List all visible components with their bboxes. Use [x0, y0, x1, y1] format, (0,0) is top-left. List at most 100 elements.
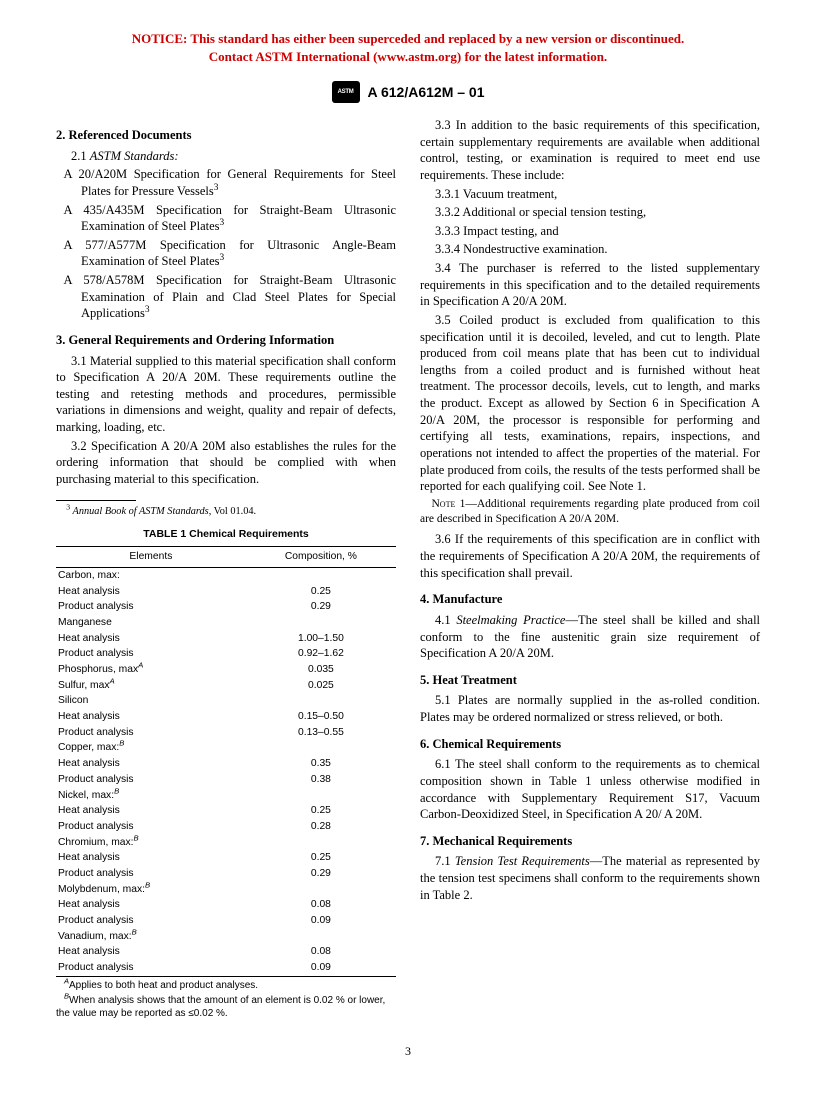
clause-title: ASTM Standards: — [90, 149, 179, 163]
table-row: Carbon, max: — [56, 567, 396, 583]
section-7-heading: 7. Mechanical Requirements — [420, 833, 760, 850]
table-row: Heat analysis0.25 — [56, 803, 396, 819]
table-cell-element: Sulfur, maxA — [56, 678, 246, 694]
table-cell-element: Copper, max:B — [56, 740, 246, 756]
section-5-heading: 5. Heat Treatment — [420, 672, 760, 689]
table-1-block: TABLE 1 Chemical Requirements Elements C… — [56, 528, 396, 1020]
document-header: A 612/A612M – 01 — [56, 81, 760, 103]
ref-text: A 577/A577M Specification for Ultrasonic… — [64, 238, 397, 269]
table-cell-element: Heat analysis — [56, 631, 246, 647]
footnote-ref: 3 — [145, 305, 150, 315]
ref-item: A 20/A20M Specification for General Requ… — [64, 166, 397, 199]
para-4-1: 4.1 Steelmaking Practice—The steel shall… — [420, 612, 760, 662]
note-label: Note — [432, 498, 460, 510]
ref-text: A 20/A20M Specification for General Requ… — [64, 167, 397, 198]
section-2-heading: 2. Referenced Documents — [56, 127, 396, 144]
table-cell-element: Carbon, max: — [56, 567, 246, 583]
table-cell-element: Vanadium, max:B — [56, 929, 246, 945]
section-6-heading: 6. Chemical Requirements — [420, 736, 760, 753]
table-cell-element: Heat analysis — [56, 803, 246, 819]
table-sup: B — [114, 786, 119, 795]
note-text: When analysis shows that the amount of a… — [56, 995, 385, 1019]
table-cell-value — [246, 567, 396, 583]
clause-title: Steelmaking Practice — [456, 613, 565, 627]
table-cell-value: 0.025 — [246, 678, 396, 694]
table-cell-value — [246, 788, 396, 804]
footnote-3: 3 Annual Book of ASTM Standards, Vol 01.… — [56, 505, 396, 519]
table-row: Heat analysis0.35 — [56, 756, 396, 772]
table-cell-value: 0.09 — [246, 913, 396, 929]
table-row: Product analysis0.13–0.55 — [56, 725, 396, 741]
note-text: Applies to both heat and product analyse… — [69, 980, 258, 991]
table-cell-element: Heat analysis — [56, 897, 246, 913]
table-1-title: TABLE 1 Chemical Requirements — [56, 528, 396, 542]
para-3-3-2: 3.3.2 Additional or special tension test… — [420, 204, 760, 221]
table-cell-value — [246, 835, 396, 851]
para-3-3-4: 3.3.4 Nondestructive examination. — [420, 241, 760, 258]
para-3-4: 3.4 The purchaser is referred to the lis… — [420, 260, 760, 310]
table-cell-element: Product analysis — [56, 866, 246, 882]
table-row: Product analysis0.28 — [56, 819, 396, 835]
para-6-1: 6.1 The steel shall conform to the requi… — [420, 756, 760, 823]
para-3-3-1: 3.3.1 Vacuum treatment, — [420, 186, 760, 203]
para-7-1: 7.1 Tension Test Requirements—The materi… — [420, 853, 760, 903]
table-cell-value: 0.92–1.62 — [246, 646, 396, 662]
table-cell-value: 0.38 — [246, 772, 396, 788]
table-cell-value: 0.29 — [246, 599, 396, 615]
notice-line1: NOTICE: This standard has either been su… — [132, 31, 684, 46]
footnote-ref: 3 — [220, 253, 225, 263]
clause-num: 4.1 — [435, 613, 456, 627]
table-row: Nickel, max:B — [56, 788, 396, 804]
table-cell-value: 0.08 — [246, 944, 396, 960]
table-row: Heat analysis0.25 — [56, 584, 396, 600]
table-cell-value: 0.25 — [246, 850, 396, 866]
table-row: Heat analysis1.00–1.50 — [56, 631, 396, 647]
para-3-3: 3.3 In addition to the basic requirement… — [420, 117, 760, 184]
table-row: Product analysis0.29 — [56, 866, 396, 882]
table-row: Chromium, max:B — [56, 835, 396, 851]
table-row: Heat analysis0.08 — [56, 897, 396, 913]
ref-item: A 578/A578M Specification for Straight-B… — [64, 272, 397, 322]
table-cell-value: 0.25 — [246, 584, 396, 600]
table-cell-element: Heat analysis — [56, 709, 246, 725]
table-cell-element: Molybdenum, max:B — [56, 882, 246, 898]
para-3-3-3: 3.3.3 Impact testing, and — [420, 223, 760, 240]
table-row: Product analysis0.38 — [56, 772, 396, 788]
table-sup: B — [119, 739, 124, 748]
para-3-5: 3.5 Coiled product is excluded from qual… — [420, 312, 760, 495]
clause-num: 7.1 — [435, 854, 455, 868]
para-2-1: 2.1 ASTM Standards: — [56, 148, 396, 165]
ref-text: A 435/A435M Specification for Straight-B… — [64, 203, 397, 234]
notice-line2: Contact ASTM International (www.astm.org… — [209, 49, 607, 64]
table-row: Molybdenum, max:B — [56, 882, 396, 898]
clause-num: 2.1 — [71, 149, 90, 163]
para-3-1: 3.1 Material supplied to this material s… — [56, 353, 396, 436]
table-cell-element: Phosphorus, maxA — [56, 662, 246, 678]
notice-banner: NOTICE: This standard has either been su… — [56, 30, 760, 65]
table-col-composition: Composition, % — [246, 547, 396, 568]
table-cell-element: Heat analysis — [56, 944, 246, 960]
table-row: Product analysis0.09 — [56, 960, 396, 976]
footnote-separator — [56, 500, 136, 501]
astm-logo-icon — [332, 81, 360, 103]
table-sup: B — [132, 927, 137, 936]
table-cell-element: Chromium, max:B — [56, 835, 246, 851]
table-cell-element: Nickel, max:B — [56, 788, 246, 804]
table-row: Product analysis0.09 — [56, 913, 396, 929]
table-row: Vanadium, max:B — [56, 929, 396, 945]
table-cell-value — [246, 882, 396, 898]
table-sup: A — [138, 661, 143, 670]
footnote-ref: 3 — [220, 218, 225, 228]
table-cell-value: 0.29 — [246, 866, 396, 882]
table-cell-value: 0.08 — [246, 897, 396, 913]
table-cell-element: Product analysis — [56, 913, 246, 929]
table-cell-element: Heat analysis — [56, 850, 246, 866]
table-row: Manganese — [56, 615, 396, 631]
table-cell-value: 0.09 — [246, 960, 396, 976]
table-row: Heat analysis0.25 — [56, 850, 396, 866]
section-3-heading: 3. General Requirements and Ordering Inf… — [56, 332, 396, 349]
table-sup: B — [134, 833, 139, 842]
clause-title: Tension Test Requirements — [455, 854, 590, 868]
table-row: Heat analysis0.08 — [56, 944, 396, 960]
table-cell-element: Product analysis — [56, 599, 246, 615]
